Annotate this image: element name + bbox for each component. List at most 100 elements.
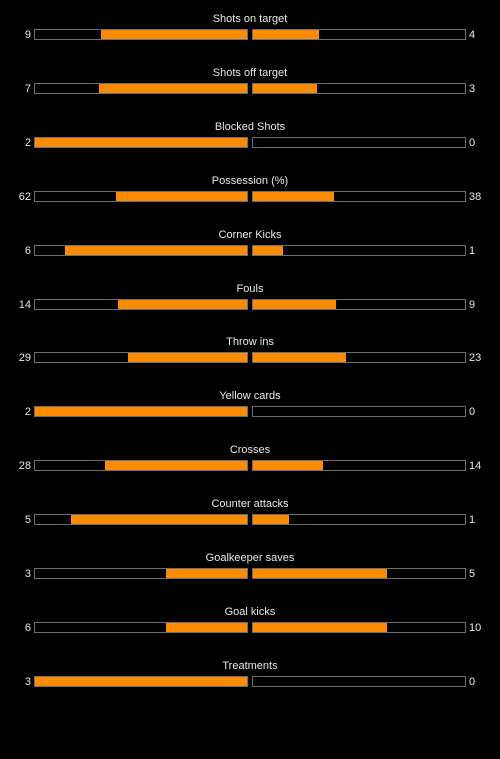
home-bar-fill <box>117 299 247 309</box>
stat-label: Shots on target <box>212 13 288 25</box>
away-bar-fill <box>253 245 283 255</box>
away-bar <box>252 244 466 256</box>
away-bar-fill <box>253 515 290 525</box>
away-value: 10 <box>469 621 482 634</box>
home-bar <box>34 675 248 687</box>
home-value: 6 <box>24 621 31 634</box>
away-value: 9 <box>469 298 476 311</box>
away-bar-fill <box>253 622 387 632</box>
away-value: 1 <box>469 244 476 257</box>
away-bar <box>252 29 466 40</box>
home-value: 7 <box>24 82 31 95</box>
home-value: 29 <box>18 352 31 365</box>
home-bar-fill <box>166 622 247 632</box>
away-value: 0 <box>469 136 476 149</box>
stat-label: Goal kicks <box>224 605 276 618</box>
home-bar <box>34 298 248 310</box>
home-bar <box>34 352 248 364</box>
away-bar <box>252 190 466 202</box>
stat-label: Crosses <box>229 444 271 457</box>
away-bar <box>252 460 466 472</box>
stat-label: Shots off target <box>212 66 288 79</box>
away-bar-fill <box>253 191 334 201</box>
away-bar <box>252 298 466 310</box>
stat-row-shots-off-target: Shots off target 7 3 <box>0 63 500 103</box>
stat-row-corner-kicks: Corner Kicks 6 1 <box>0 225 500 265</box>
home-bar-fill <box>35 676 247 686</box>
home-bar <box>34 190 248 202</box>
home-value: 14 <box>18 298 31 311</box>
home-bar-fill <box>64 245 247 255</box>
stat-row-treatments: Treatments 3 0 <box>0 656 500 696</box>
away-bar-fill <box>253 461 323 471</box>
home-value: 2 <box>24 406 31 419</box>
away-value: 4 <box>469 29 476 41</box>
away-value: 38 <box>469 190 482 203</box>
stat-row-possession: Possession (%) 62 38 <box>0 171 500 211</box>
home-value: 6 <box>24 244 31 257</box>
stat-label: Throw ins <box>226 336 274 349</box>
stat-label: Counter attacks <box>211 498 289 511</box>
stat-row-blocked-shots: Blocked Shots 2 0 <box>0 117 500 157</box>
away-bar-fill <box>253 569 387 578</box>
away-bar-fill <box>253 30 319 39</box>
stat-row-goal-kicks: Goal kicks 6 10 <box>0 602 500 642</box>
home-value: 28 <box>18 460 31 473</box>
away-bar <box>252 514 466 526</box>
home-bar-fill <box>98 83 247 93</box>
stat-row-fouls: Fouls 14 9 <box>0 279 500 319</box>
home-bar-fill <box>71 515 247 525</box>
away-bar-fill <box>253 299 336 309</box>
stat-label: Treatments <box>222 659 278 672</box>
home-bar <box>34 136 248 148</box>
home-value: 3 <box>24 568 31 580</box>
home-bar <box>34 406 248 418</box>
away-bar <box>252 82 466 94</box>
home-bar <box>34 514 248 526</box>
stat-label: Fouls <box>236 282 264 295</box>
away-value: 1 <box>469 514 476 527</box>
home-value: 3 <box>24 675 31 688</box>
away-value: 5 <box>469 568 476 580</box>
away-bar-fill <box>253 353 347 363</box>
away-bar <box>252 352 466 364</box>
away-bar-fill <box>253 83 317 93</box>
stat-row-counter-attacks: Counter attacks 5 1 <box>0 494 500 534</box>
away-value: 0 <box>469 675 476 688</box>
home-value: 62 <box>18 190 31 203</box>
home-bar-fill <box>104 461 247 471</box>
stat-row-shots-on-target: Shots on target 9 4 <box>0 9 500 49</box>
away-value: 14 <box>469 460 482 473</box>
home-value: 5 <box>24 514 31 527</box>
stat-label: Possession (%) <box>211 174 289 187</box>
home-value: 2 <box>24 136 31 149</box>
home-bar-fill <box>128 353 247 363</box>
home-bar <box>34 568 248 579</box>
home-bar-fill <box>35 137 247 147</box>
stat-row-throw-ins: Throw ins 29 23 <box>0 332 500 372</box>
home-bar <box>34 621 248 633</box>
away-bar <box>252 406 466 418</box>
home-value: 9 <box>24 29 31 41</box>
away-bar <box>252 675 466 687</box>
stat-row-goalkeeper-saves: Goalkeeper saves 3 5 <box>0 548 500 588</box>
away-bar <box>252 621 466 633</box>
home-bar-fill <box>115 191 247 201</box>
stat-label: Yellow cards <box>219 390 281 403</box>
stat-label: Corner Kicks <box>218 228 282 241</box>
away-value: 0 <box>469 406 476 419</box>
home-bar <box>34 29 248 40</box>
stat-row-crosses: Crosses 28 14 <box>0 440 500 480</box>
home-bar-fill <box>100 30 247 39</box>
away-value: 23 <box>469 352 482 365</box>
home-bar <box>34 82 248 94</box>
stat-label: Blocked Shots <box>214 120 286 133</box>
home-bar <box>34 244 248 256</box>
stat-label: Goalkeeper saves <box>205 552 295 564</box>
away-value: 3 <box>469 82 476 95</box>
away-bar <box>252 136 466 148</box>
stat-row-yellow-cards: Yellow cards 2 0 <box>0 386 500 426</box>
away-bar <box>252 568 466 579</box>
home-bar <box>34 460 248 472</box>
